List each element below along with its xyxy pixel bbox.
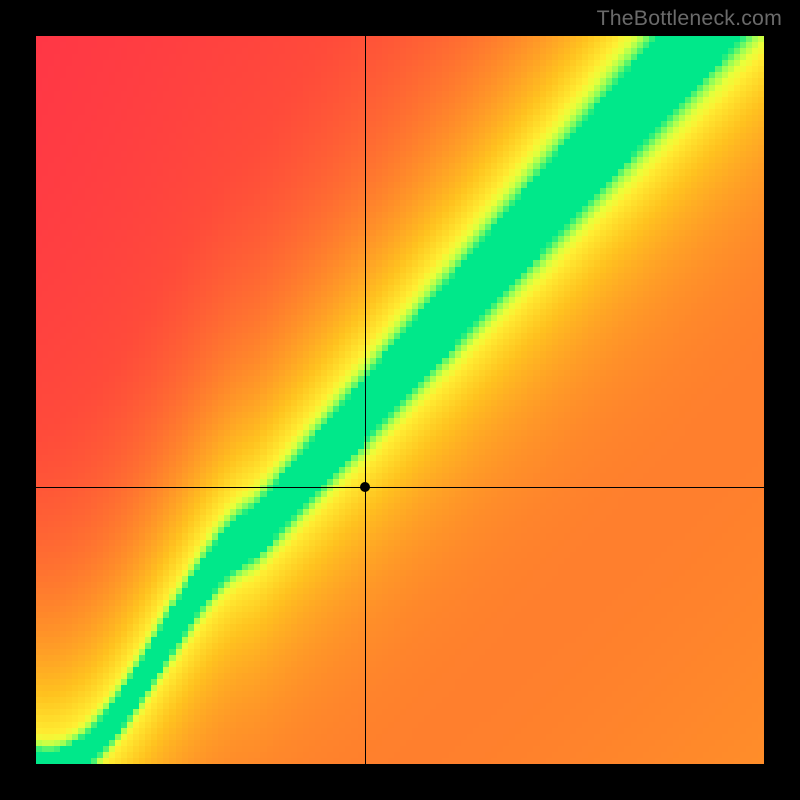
watermark-text: TheBottleneck.com [597, 6, 782, 31]
plot-area [36, 36, 764, 764]
figure-container: TheBottleneck.com [0, 0, 800, 800]
marker-dot [360, 482, 370, 492]
heatmap-canvas [36, 36, 764, 764]
